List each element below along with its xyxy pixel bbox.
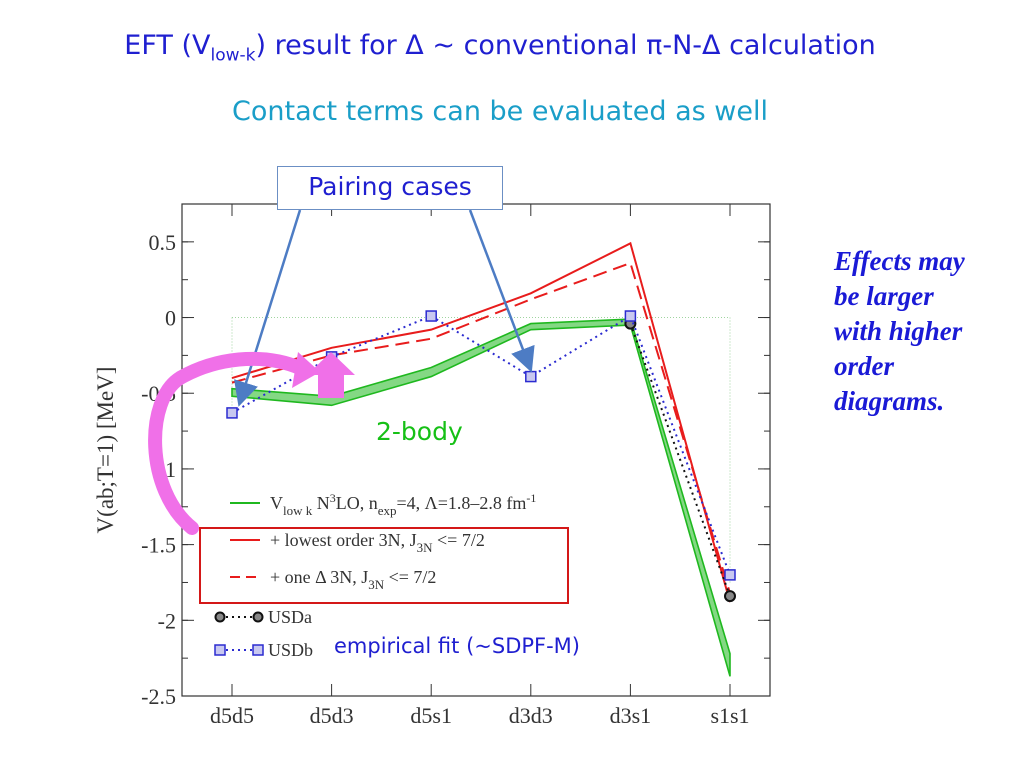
- title-subscript: low-k: [210, 45, 256, 66]
- legend-label: + one Δ 3N, J3N <= 7/2: [270, 567, 436, 592]
- usdb-point: [624, 310, 637, 322]
- x-tick-label: s1s1: [710, 703, 749, 728]
- legend-label: Vlow k N3LO, nexp=4, Λ=1.8–2.8 fm-1: [270, 491, 536, 518]
- y-tick-label: 0.5: [149, 230, 177, 255]
- x-tick-label: d5d3: [310, 703, 354, 728]
- legend-label-part: 3N: [417, 540, 434, 555]
- legend-label: USDb: [268, 640, 313, 660]
- page-subtitle: Contact terms can be evaluated as well: [232, 96, 768, 127]
- x-tick-label: d3s1: [610, 703, 652, 728]
- side-note-line: be larger: [834, 281, 934, 312]
- y-tick-label: -2.5: [141, 684, 176, 709]
- highlight-box: [199, 527, 569, 604]
- side-note-line: with higher: [834, 316, 963, 347]
- legend-label-part: <= 7/2: [384, 567, 436, 587]
- title-suffix: ) result for Δ ~ conventional π-N-Δ calc…: [255, 30, 876, 61]
- two-body-label: 2-body: [376, 417, 463, 446]
- usdb-point: [724, 569, 736, 581]
- legend-marker: [214, 644, 226, 656]
- legend: Vlow k N3LO, nexp=4, Λ=1.8–2.8 fm-1 + low…: [214, 491, 536, 660]
- plot-area: [226, 241, 736, 677]
- red-dashed-series: [231, 261, 731, 594]
- magenta-arrowhead: [292, 352, 320, 388]
- annotation-arrows: [148, 209, 535, 535]
- red-solid-series: [231, 241, 731, 603]
- legend-label-part: =4, Λ=1.8–2.8 fm: [397, 493, 527, 513]
- magenta-curved-arrow: [148, 351, 307, 535]
- usda-point: [724, 590, 736, 603]
- y-axis-label: V(ab;T=1) [MeV]: [93, 367, 118, 534]
- legend-label-part: 3N: [368, 577, 385, 592]
- legend-label-part: N: [312, 493, 330, 513]
- y-tick-label: 0: [165, 306, 176, 331]
- side-note-line: order: [834, 351, 894, 382]
- magenta-up-arrow: [307, 352, 355, 398]
- legend-label-part: USDb: [268, 640, 313, 660]
- empirical-fit-label: empirical fit (~SDPF-M): [334, 634, 580, 658]
- legend-label-part: + one Δ 3N, J: [270, 567, 368, 587]
- x-tick-label: d5d5: [210, 703, 254, 728]
- side-note-line: diagrams.: [834, 386, 945, 417]
- pairing-arrow: [468, 209, 535, 373]
- side-note-line: Effects may: [834, 246, 965, 276]
- y-tick-label: -2: [158, 608, 176, 633]
- legend-label-part: 3: [330, 491, 336, 505]
- x-tick-label: d5s1: [410, 703, 452, 728]
- x-tick-label: d3d3: [509, 703, 553, 728]
- legend-label-part: + lowest order 3N, J: [270, 530, 417, 550]
- side-note: Effects may be larger with higher order …: [834, 244, 1019, 419]
- legend-marker: [214, 611, 226, 623]
- legend-label-part: V: [270, 493, 283, 513]
- pairing-arrow: [234, 209, 302, 407]
- legend-marker: [252, 611, 264, 623]
- legend-label-part: USDa: [268, 607, 312, 627]
- legend-marker: [252, 644, 264, 656]
- legend-label-part: low k: [283, 503, 313, 518]
- pairing-cases-callout: Pairing cases: [277, 166, 503, 210]
- green-band-series: [231, 318, 731, 677]
- usdb-point: [525, 370, 537, 383]
- title-prefix: EFT (V: [124, 30, 211, 61]
- usdb-point: [226, 407, 238, 419]
- legend-label: + lowest order 3N, J3N <= 7/2: [270, 530, 485, 555]
- legend-label-part: <= 7/2: [433, 530, 485, 550]
- legend-label-part: LO, n: [336, 493, 378, 513]
- y-tick-label: -1.5: [141, 533, 176, 558]
- usda-series-line: [629, 323, 731, 597]
- page-title: EFT (Vlow-k) result for Δ ~ conventional…: [0, 30, 1000, 65]
- legend-label-part: -1: [526, 491, 536, 505]
- usdb-point: [425, 310, 437, 322]
- legend-label-part: exp: [378, 503, 397, 518]
- legend-label: USDa: [268, 607, 312, 627]
